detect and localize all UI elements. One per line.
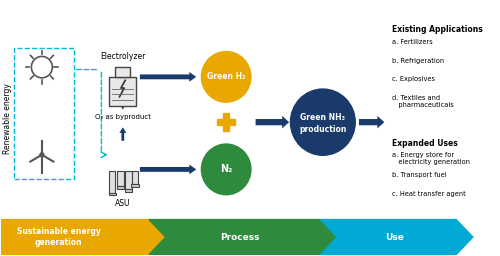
Text: O₂ as byproduct: O₂ as byproduct [95, 114, 151, 120]
Text: Expanded Uses: Expanded Uses [392, 139, 458, 148]
Bar [108, 193, 116, 195]
Text: Existing Applications: Existing Applications [392, 25, 482, 34]
Polygon shape [320, 220, 473, 255]
Bar [124, 189, 132, 192]
Polygon shape [149, 220, 337, 255]
Bar [110, 171, 116, 193]
Text: Process: Process [220, 233, 259, 242]
Bar [118, 171, 124, 186]
Text: ASU: ASU [115, 199, 130, 208]
Circle shape [202, 51, 251, 102]
Text: Use: Use [385, 233, 404, 242]
Text: Electrolyzer: Electrolyzer [100, 52, 146, 61]
Text: Green H₂: Green H₂ [207, 72, 246, 81]
FancyBboxPatch shape [110, 77, 136, 106]
Text: a. Fertilizers: a. Fertilizers [392, 39, 432, 45]
Bar [223, 113, 230, 131]
Text: Green NH₃: Green NH₃ [300, 113, 346, 122]
Bar [131, 185, 138, 187]
Bar [14, 48, 74, 179]
Circle shape [40, 153, 44, 157]
Bar [116, 186, 124, 189]
Text: a. Energy store for
   electricity generation: a. Energy store for electricity generati… [392, 152, 470, 165]
Circle shape [290, 89, 355, 155]
Bar [132, 171, 138, 185]
Text: d. Textiles and
   pharmaceuticals: d. Textiles and pharmaceuticals [392, 95, 454, 108]
Text: c. Explosives: c. Explosives [392, 76, 435, 82]
Bar [217, 119, 235, 125]
Text: production: production [299, 125, 346, 134]
Bar [126, 171, 132, 189]
Text: b. Refrigeration: b. Refrigeration [392, 58, 444, 64]
Circle shape [202, 144, 251, 195]
Text: N₂: N₂ [220, 164, 232, 174]
Text: Sustainable energy
generation: Sustainable energy generation [16, 227, 100, 247]
Text: c. Heat transfer agent: c. Heat transfer agent [392, 191, 466, 197]
Text: Renewable energy: Renewable energy [3, 83, 12, 154]
FancyBboxPatch shape [115, 67, 130, 77]
Polygon shape [2, 220, 166, 255]
Text: b. Transport fuel: b. Transport fuel [392, 172, 446, 178]
